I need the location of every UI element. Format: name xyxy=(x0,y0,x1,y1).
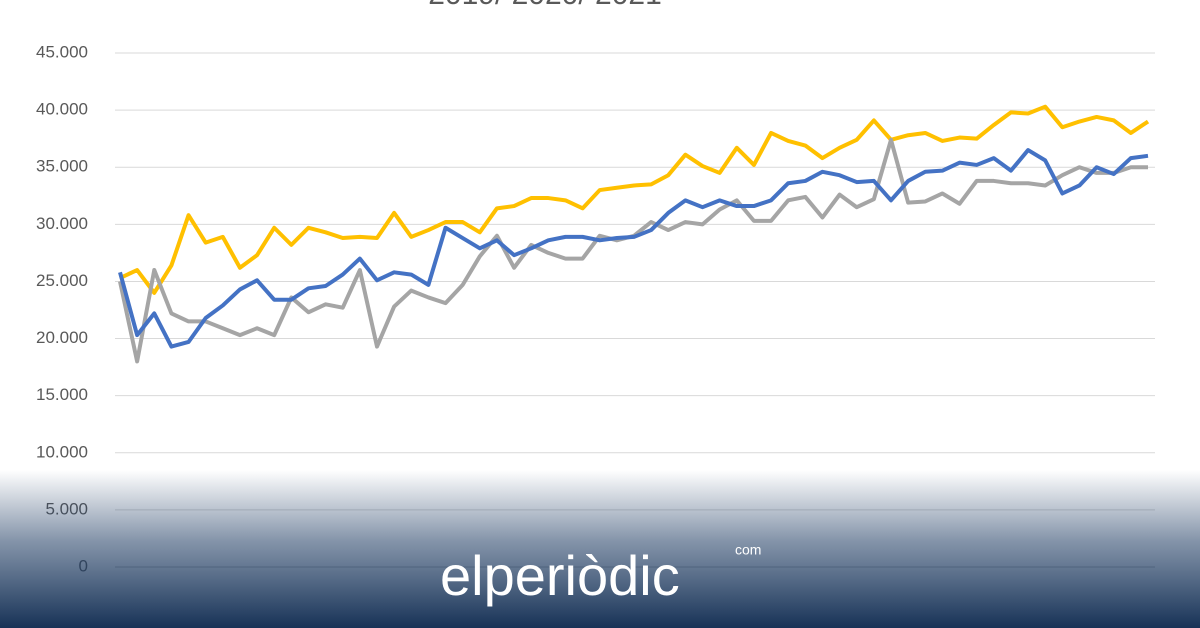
y-tick-label: 35.000 xyxy=(36,157,88,176)
y-tick-label: 45.000 xyxy=(36,42,88,61)
series-line xyxy=(118,148,1149,349)
y-tick-label: 40.000 xyxy=(36,100,88,119)
series-line xyxy=(119,104,1150,295)
y-tick-label: 15.000 xyxy=(36,385,88,404)
overlay xyxy=(0,470,1200,628)
y-tick-label: 20.000 xyxy=(36,328,88,347)
chart-title: 2019/ 2020/ 2021 xyxy=(428,0,662,11)
brand-logo: elperiòdic xyxy=(440,544,680,607)
y-tick-label: 30.000 xyxy=(36,214,88,233)
y-tick-label: 10.000 xyxy=(36,442,88,461)
y-tick-label: 25.000 xyxy=(36,271,88,290)
brand-suffix: com xyxy=(735,542,761,558)
